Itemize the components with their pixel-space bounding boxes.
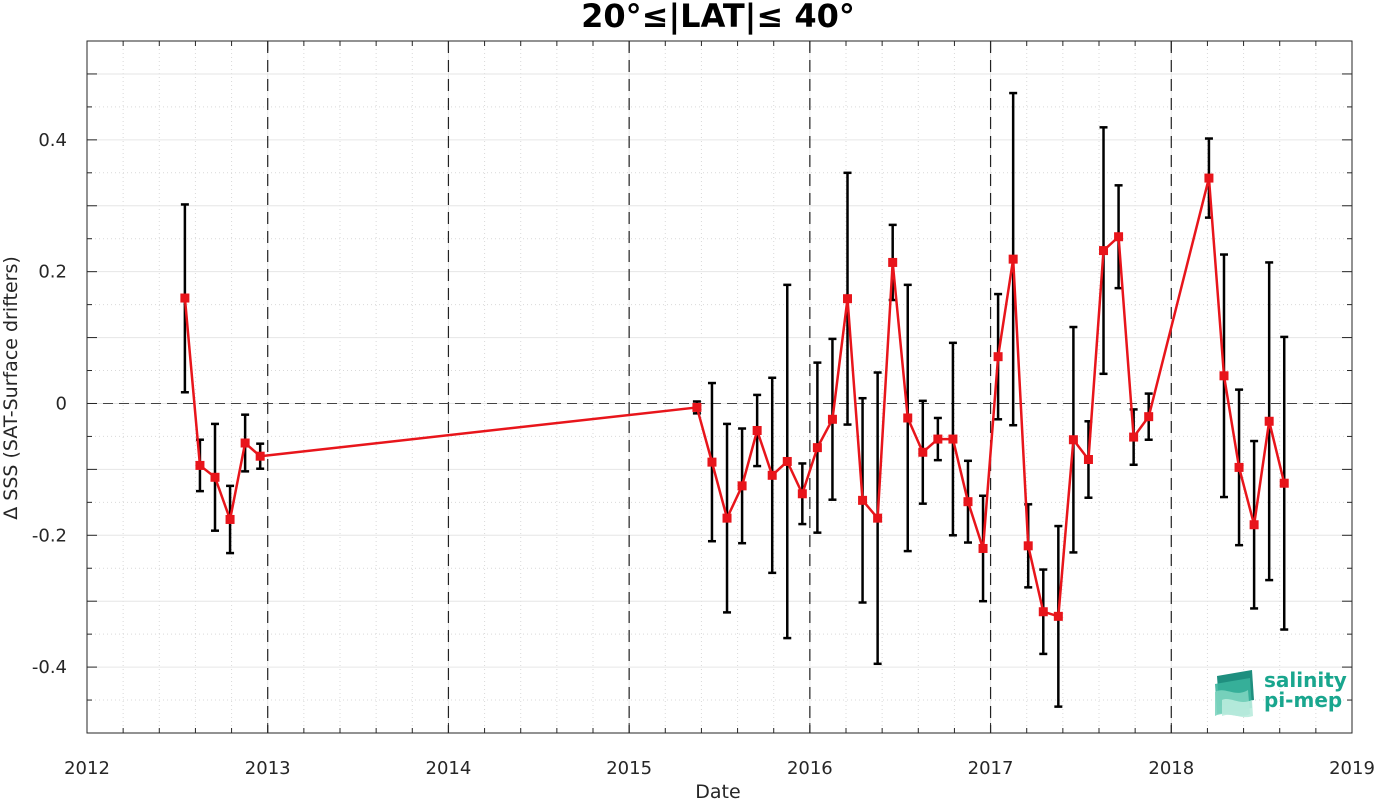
data-point-marker xyxy=(1038,607,1048,617)
x-tick-label: 2016 xyxy=(787,758,833,779)
data-point-marker xyxy=(948,434,958,444)
x-tick-label: 2018 xyxy=(1148,758,1194,779)
data-point-marker xyxy=(903,413,913,423)
chart-title: 20°≤|LAT|≤ 40° xyxy=(581,0,855,36)
data-point-marker xyxy=(752,425,762,435)
y-axis-label: Δ SSS (SAT-Surface drifters) xyxy=(0,256,22,520)
data-point-marker xyxy=(873,513,883,523)
data-point-marker xyxy=(210,472,220,482)
wave-stack-logo-icon xyxy=(1215,670,1254,718)
error-bars xyxy=(180,91,1289,708)
pi-mep-logo: salinity pi-mep xyxy=(1215,668,1347,718)
data-point-marker xyxy=(1053,611,1063,621)
data-point-marker xyxy=(918,447,928,457)
data-point-marker xyxy=(180,293,190,303)
data-point-marker xyxy=(240,438,250,448)
x-axis-label: Date xyxy=(695,781,740,801)
y-tick-label: 0.2 xyxy=(38,262,67,283)
year-dashed-lines xyxy=(267,41,1172,733)
data-point-marker xyxy=(255,451,265,461)
data-point-marker xyxy=(827,414,837,424)
logo-text-salinity: salinity xyxy=(1264,668,1347,692)
data-point-marker xyxy=(1099,246,1109,256)
data-point-marker xyxy=(722,513,732,523)
y-tick-label: 0 xyxy=(56,393,67,414)
data-point-marker xyxy=(1083,454,1093,464)
data-point-marker xyxy=(1204,173,1214,183)
x-tick-label: 2015 xyxy=(606,758,652,779)
data-point-marker xyxy=(1129,432,1139,442)
y-tick-label: -0.2 xyxy=(32,525,67,546)
data-point-marker xyxy=(1279,478,1289,488)
minor-grid xyxy=(87,40,1352,733)
data-point-marker xyxy=(963,497,973,507)
major-grid xyxy=(86,41,1353,734)
data-point-marker xyxy=(797,489,807,499)
y-tick-label: -0.4 xyxy=(32,657,67,678)
data-point-marker xyxy=(195,460,205,470)
data-point-marker xyxy=(1023,541,1033,551)
data-point-marker xyxy=(993,352,1003,362)
data-point-marker xyxy=(1249,520,1259,530)
logo-text-pi-mep: pi-mep xyxy=(1264,688,1342,712)
data-point-marker xyxy=(225,514,235,524)
x-tick-label: 2019 xyxy=(1329,758,1375,779)
data-point-marker xyxy=(1219,371,1229,381)
data-point-marker xyxy=(843,294,853,304)
axes-box xyxy=(86,40,1353,734)
data-point-marker xyxy=(858,495,868,505)
data-point-marker xyxy=(1114,232,1124,242)
x-tick-label: 2017 xyxy=(968,758,1014,779)
data-point-marker xyxy=(692,402,702,412)
data-markers xyxy=(180,173,1289,621)
data-point-marker xyxy=(1068,435,1078,445)
y-tick-label: 0.4 xyxy=(38,130,67,151)
x-tick-label: 2013 xyxy=(245,758,291,779)
series-line xyxy=(183,176,1286,618)
x-tick-label: 2014 xyxy=(426,758,472,779)
data-point-marker xyxy=(888,257,898,267)
data-point-marker xyxy=(737,481,747,491)
y-tick-labels: -0.4 -0.2 0 0.2 0.4 xyxy=(32,130,67,678)
data-point-marker xyxy=(933,434,943,444)
x-tick-label: 2012 xyxy=(64,758,110,779)
data-point-marker xyxy=(1234,462,1244,472)
data-point-marker xyxy=(1144,412,1154,422)
x-tick-labels: 2012 2013 2014 2015 2016 2017 2018 2019 xyxy=(64,758,1375,779)
data-point-marker xyxy=(812,443,822,453)
data-point-marker xyxy=(707,457,717,467)
data-point-marker xyxy=(1008,254,1018,264)
data-point-marker xyxy=(978,543,988,553)
data-point-marker xyxy=(782,456,792,466)
data-point-marker xyxy=(1264,416,1274,426)
data-point-marker xyxy=(767,470,777,480)
axis-ticks xyxy=(86,40,1353,734)
series-line-group xyxy=(183,176,1286,618)
